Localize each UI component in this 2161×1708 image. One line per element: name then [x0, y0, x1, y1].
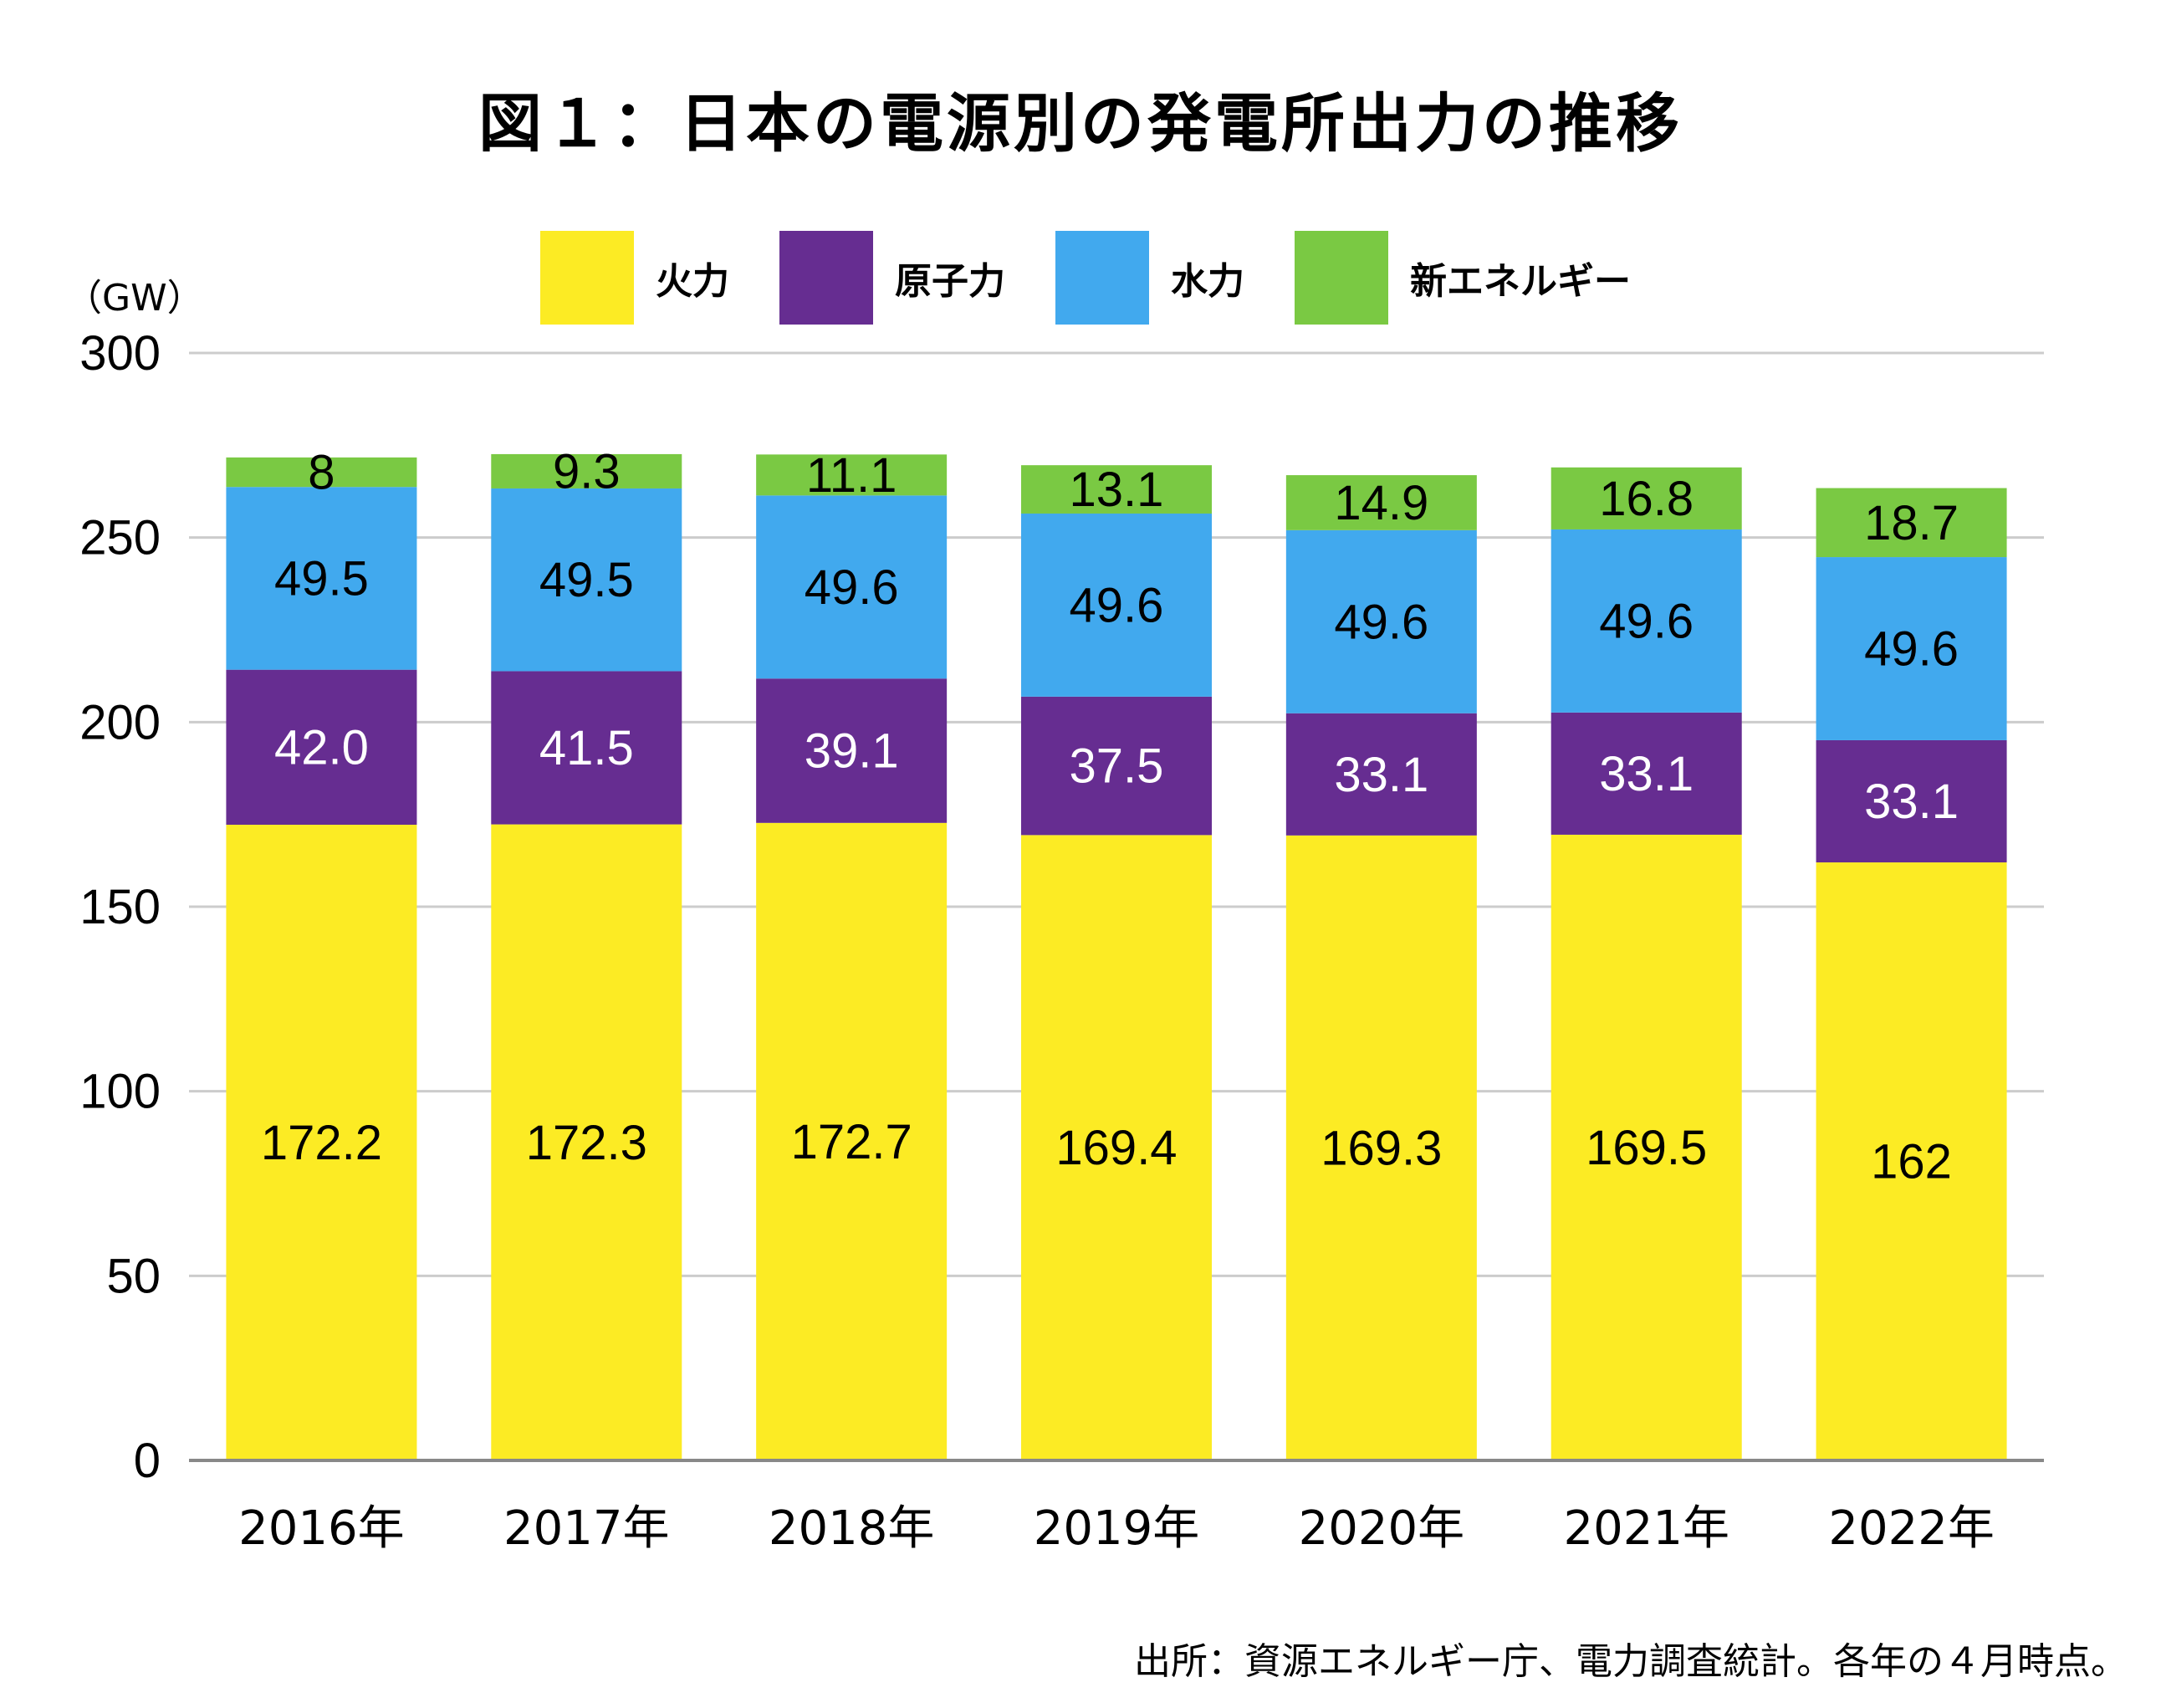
bar-segment-2 [1285, 713, 1477, 836]
data-label: 49.6 [1334, 595, 1428, 649]
bar-segment-3 [1551, 529, 1742, 713]
legend-swatch-fire [540, 231, 634, 325]
bar-segment-4 [491, 453, 682, 488]
legend-label-hydro: 水力 [1171, 260, 1244, 303]
legend-swatch-nuclear [779, 231, 873, 325]
bar-segment-1 [1816, 862, 2007, 1460]
data-label: 172.2 [261, 1116, 382, 1170]
bar-segment-1 [756, 822, 948, 1460]
data-label: 13.1 [1070, 463, 1164, 517]
x-tick-label: 2019年 [1034, 1501, 1200, 1556]
data-label: 33.1 [1864, 775, 1959, 829]
bar-segment-2 [1021, 696, 1212, 836]
bar-segment-1 [491, 824, 682, 1460]
data-label: 49.6 [1070, 578, 1164, 632]
data-label: 49.6 [1864, 622, 1959, 677]
y-tick-label: 250 [79, 511, 161, 565]
x-tick-label: 2022年 [1828, 1501, 1995, 1556]
bar-segment-2 [756, 678, 948, 823]
bar-segment-1 [1021, 835, 1212, 1460]
bar-segment-3 [1816, 557, 2007, 740]
legend-swatch-renewable [1295, 231, 1388, 325]
legend-label-renewable: 新エネルギー [1410, 260, 1631, 303]
data-label: 49.5 [539, 553, 634, 607]
data-label: 49.6 [1599, 594, 1694, 648]
bar-segment-1 [226, 825, 417, 1460]
legend: 火力 原子力 水力 新エネルギー [540, 231, 1681, 325]
data-label: 172.7 [791, 1115, 912, 1169]
data-label: 11.1 [806, 448, 897, 503]
data-label: 49.6 [805, 560, 899, 615]
data-label: 42.0 [274, 720, 369, 775]
bar-segment-4 [1021, 465, 1212, 514]
data-label: 8 [308, 446, 335, 500]
bars [226, 453, 2007, 1460]
data-label: 172.3 [526, 1116, 647, 1170]
legend-label-fire: 火力 [656, 260, 729, 303]
axes: 0 50 100 150 200 250 300 2016年 2017年 2018年 2019年 20… [79, 326, 2044, 1556]
y-tick-label: 150 [79, 880, 161, 934]
chart-title: 図１：日本の電源別の発電所出力の推移 [478, 86, 1683, 161]
data-label: 41.5 [539, 721, 634, 775]
data-label: 9.3 [553, 444, 621, 499]
x-tick-label: 2016年 [238, 1501, 405, 1556]
bar-segment-4 [756, 454, 948, 496]
data-label: 169.4 [1055, 1121, 1177, 1175]
data-label: 37.5 [1070, 739, 1164, 794]
data-label: 14.9 [1334, 476, 1428, 530]
legend-item-fire: 火力 [540, 231, 779, 325]
x-tick-label: 2017年 [503, 1501, 670, 1556]
bar-segment-3 [756, 495, 948, 679]
bar-segment-1 [1551, 834, 1742, 1460]
y-tick-label: 50 [106, 1249, 161, 1303]
data-label: 169.3 [1321, 1121, 1442, 1175]
legend-item-hydro: 水力 [1055, 231, 1295, 325]
bar-segment-4 [1551, 467, 1742, 529]
legend-swatch-hydro [1055, 231, 1149, 325]
data-label: 16.8 [1599, 472, 1694, 526]
data-label: 169.5 [1586, 1121, 1707, 1175]
y-axis-unit-label: （GW） [65, 277, 204, 320]
bar-segment-2 [226, 669, 417, 826]
y-tick-label: 200 [79, 695, 161, 749]
y-tick-label: 0 [134, 1434, 161, 1488]
data-label: 33.1 [1599, 747, 1694, 801]
data-label: 18.7 [1864, 496, 1959, 550]
bar-segment-2 [491, 671, 682, 825]
x-tick-label: 2021年 [1563, 1501, 1729, 1556]
data-label: 33.1 [1334, 748, 1428, 802]
source-note: 出所：資源エネルギー庁、電力調査統計。各年の４月時点。 [1134, 1640, 2128, 1683]
y-tick-label: 100 [79, 1065, 161, 1119]
bar-segment-3 [1285, 529, 1477, 713]
bar-segment-4 [226, 457, 417, 488]
x-tick-label: 2020年 [1299, 1501, 1465, 1556]
legend-item-renewable: 新エネルギー [1295, 231, 1681, 325]
data-label: 162 [1871, 1135, 1952, 1189]
bar-segment-4 [1285, 475, 1477, 530]
bar-segment-4 [1816, 488, 2007, 558]
bar-segment-3 [491, 488, 682, 672]
legend-label-nuclear: 原子力 [895, 260, 1005, 303]
bar-segment-1 [1285, 835, 1477, 1460]
legend-item-nuclear: 原子力 [779, 231, 1055, 325]
bar-segment-3 [226, 487, 417, 670]
data-label: 49.5 [274, 551, 369, 606]
data-label: 39.1 [805, 724, 899, 779]
bar-segment-2 [1551, 712, 1742, 835]
bar-segment-3 [1021, 513, 1212, 697]
y-tick-label: 300 [79, 326, 161, 381]
x-tick-label: 2018年 [769, 1501, 935, 1556]
bar-segment-2 [1816, 739, 2007, 863]
data-labels: 172.2 42.0 49.5 8 172.3 41.5 49.5 9.3 172.7 39.1 4… [261, 444, 1959, 1189]
